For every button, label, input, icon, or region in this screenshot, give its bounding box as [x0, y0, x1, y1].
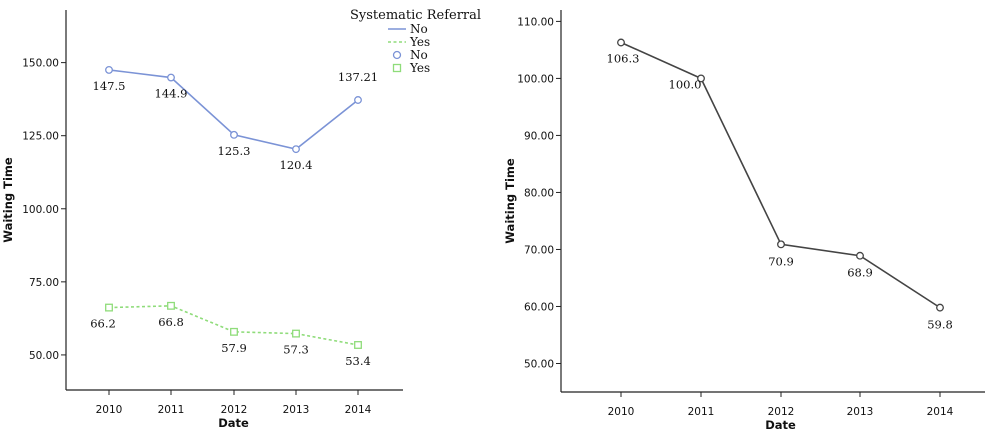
data-label: 120.4: [280, 158, 313, 172]
y-axis-title: Waiting Time: [503, 158, 517, 244]
legend-entry-label: Yes: [409, 35, 430, 49]
x-tick-label: 2013: [847, 406, 874, 418]
data-point-circle: [354, 96, 362, 104]
data-point-circle: [936, 303, 944, 312]
y-tick-label: 50.00: [29, 350, 59, 362]
data-point-square: [354, 341, 362, 349]
data-point-circle: [167, 73, 175, 82]
legend-entry-label: No: [410, 22, 428, 36]
data-point-circle: [105, 65, 113, 74]
data-point-circle: [617, 38, 625, 47]
y-tick-label: 75.00: [29, 277, 59, 289]
data-label: 59.8: [927, 318, 953, 332]
x-tick-label: 2012: [768, 406, 795, 418]
x-axis-title: Date: [765, 418, 796, 432]
legend-entry-label: Yes: [409, 61, 430, 75]
data-label: 66.8: [158, 315, 184, 329]
y-tick-label: 110.00: [517, 16, 554, 28]
data-label: 125.3: [218, 144, 251, 158]
data-label: 147.5: [93, 79, 126, 93]
y-tick-label: 90.00: [524, 130, 554, 142]
y-tick-label: 50.00: [524, 358, 554, 370]
y-axis-title: Waiting Time: [1, 157, 15, 243]
y-tick-label: 70.00: [524, 244, 554, 256]
data-label: 144.9: [155, 87, 188, 101]
y-tick-label: 100.00: [517, 73, 554, 85]
legend-entry-label: No: [410, 48, 428, 62]
right-chart: 50.00 60.00 70.00 80.00 90.00 100.00 110.00 201…: [503, 10, 985, 432]
y-tick-label: 80.00: [524, 187, 554, 199]
y-tick-label: 125.00: [22, 131, 59, 143]
x-tick-label: 2014: [927, 406, 954, 418]
data-label: 57.3: [283, 343, 309, 357]
x-tick-label: 2011: [158, 404, 185, 416]
data-point-square: [167, 301, 175, 310]
x-axis-title: Date: [218, 416, 249, 430]
y-tick-label: 100.00: [22, 204, 59, 216]
x-tick-label: 2013: [283, 404, 310, 416]
data-label: 137.21: [338, 70, 378, 84]
series-line: [108, 305, 359, 346]
data-label: 57.9: [221, 341, 247, 355]
data-label: 100.0: [669, 77, 702, 91]
data-label: 70.9: [768, 254, 794, 268]
x-tick-label: 2012: [221, 404, 248, 416]
data-label: 66.2: [90, 317, 116, 331]
data-label: 53.4: [345, 354, 371, 368]
y-tick-label: 150.00: [22, 58, 59, 70]
data-point-circle: [697, 74, 705, 83]
data-point-square: [230, 327, 238, 336]
data-point-circle: [856, 251, 864, 260]
x-tick-label: 2010: [96, 404, 123, 416]
data-point-circle: [777, 240, 785, 249]
x-tick-label: 2010: [608, 406, 635, 418]
data-point-square: [105, 303, 113, 312]
data-label: 106.3: [607, 51, 640, 65]
data-point-square: [292, 329, 300, 338]
data-point-circle: [292, 145, 300, 154]
x-tick-label: 2011: [688, 406, 715, 418]
legend-circle-swatch: [392, 50, 402, 60]
legend-square-swatch: [392, 63, 402, 73]
legend-title: Systematic Referral: [350, 8, 481, 23]
data-point-circle: [230, 130, 238, 139]
y-tick-label: 60.00: [524, 301, 554, 313]
left-chart: 50.00 75.00 100.00 125.00 150.00 2010 2011 2012…: [1, 8, 481, 430]
data-label: 68.9: [847, 266, 873, 280]
x-tick-label: 2014: [345, 404, 372, 416]
